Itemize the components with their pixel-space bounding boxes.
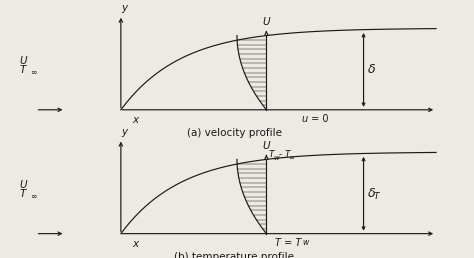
Text: (a) velocity profile: (a) velocity profile: [187, 128, 282, 138]
Text: u: u: [301, 115, 307, 124]
Text: U: U: [19, 180, 27, 190]
Text: δ: δ: [368, 187, 376, 200]
Text: T: T: [19, 65, 26, 75]
Text: ∞: ∞: [30, 192, 36, 200]
Text: T: T: [374, 192, 380, 201]
Text: = 0: = 0: [308, 115, 328, 124]
Text: y: y: [122, 127, 128, 137]
Text: x: x: [132, 115, 138, 125]
Text: w: w: [302, 238, 308, 247]
Text: U: U: [263, 17, 270, 27]
Text: δ: δ: [368, 63, 376, 76]
Text: T: T: [19, 189, 26, 199]
Text: y: y: [122, 3, 128, 13]
Text: T: T: [269, 150, 274, 159]
Text: (b) temperature profile: (b) temperature profile: [174, 252, 294, 258]
Text: w: w: [273, 156, 279, 162]
Text: - T: - T: [276, 150, 291, 159]
Text: T = T: T = T: [275, 238, 301, 248]
Text: ∞: ∞: [30, 68, 36, 77]
Text: U: U: [263, 141, 270, 151]
Text: x: x: [132, 239, 138, 249]
Text: U: U: [19, 57, 27, 66]
Text: ∞: ∞: [289, 156, 294, 162]
